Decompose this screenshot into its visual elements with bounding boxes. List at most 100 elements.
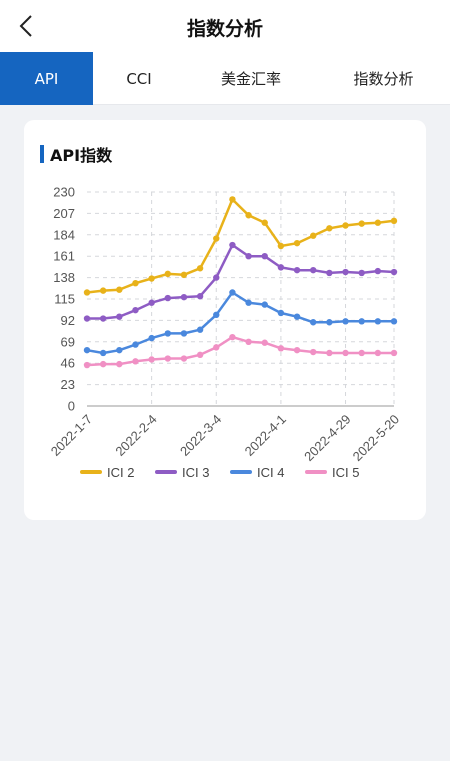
data-point [229,289,236,296]
data-point [326,269,333,277]
data-point [277,242,285,250]
data-point [164,355,171,362]
data-point [390,318,398,325]
data-point [326,349,333,357]
y-tick-label: 115 [54,292,75,307]
data-point [342,268,349,276]
y-tick-label: 92 [61,313,75,328]
data-point [213,311,220,319]
data-point [83,289,91,296]
tab-index-analysis[interactable]: 指数分析 [353,70,414,88]
data-point [374,219,382,226]
data-point [277,345,285,352]
data-point [342,349,349,357]
data-point [374,267,382,275]
data-point [132,341,139,348]
data-point [148,334,155,342]
data-point [180,293,188,301]
data-point [390,349,398,357]
tab-api[interactable]: API [0,52,93,105]
data-point [245,338,252,345]
y-tick-label: 0 [68,399,75,414]
x-tick-label: 2022-5-20 [350,412,403,465]
data-point [293,239,301,247]
data-point [358,220,365,227]
data-point [229,241,236,249]
data-point [164,270,171,278]
data-point [83,346,91,354]
data-point [83,361,91,369]
y-tick-label: 161 [53,249,75,264]
data-point [358,349,365,357]
data-point [261,219,268,226]
legend-label: ICI 2 [107,465,134,480]
data-point [213,274,220,281]
legend-label: ICI 5 [332,465,359,480]
data-point [277,309,285,317]
chevron-left-icon [19,15,32,37]
data-point [245,253,252,260]
data-point [277,264,285,271]
data-point [164,330,171,337]
data-point [293,313,301,320]
data-point [245,299,252,306]
x-tick-label: 2022-4-29 [301,412,354,465]
data-point [342,318,349,325]
data-point [293,266,301,274]
data-point [164,294,171,302]
y-tick-label: 230 [53,185,75,200]
data-point [293,346,301,354]
data-point [116,346,123,354]
data-point [116,286,123,293]
y-tick-label: 184 [53,227,75,242]
tab-bar: API CCI 美金汇率 指数分析 [0,52,450,105]
data-point [116,360,123,368]
data-point [196,265,204,272]
data-point [261,253,268,260]
data-point [310,232,317,239]
card-header: API指数 [40,144,113,165]
y-tick-label: 138 [53,270,75,285]
x-tick-label: 2022-3-4 [177,412,224,459]
x-tick-label: 2022-1-7 [48,412,95,459]
data-point [229,333,236,341]
data-point [358,269,365,277]
data-point [196,351,204,359]
data-point [132,306,139,314]
top-bar: 指数分析 [0,0,450,52]
tab-cci[interactable]: CCI [126,69,152,88]
data-point [326,225,333,232]
data-point [374,318,382,325]
title-accent-bar [40,145,44,163]
tab-usd-exchange-rate[interactable]: 美金汇率 [220,70,281,88]
data-point [116,313,123,320]
y-tick-label: 46 [61,356,75,371]
data-point [310,266,317,274]
legend-label: ICI 4 [257,465,284,480]
data-point [148,275,155,282]
y-tick-label: 23 [61,377,75,392]
data-point [180,330,188,337]
legend-label: ICI 3 [182,465,209,480]
y-tick-label: 207 [53,206,75,221]
x-tick-label: 2022-2-4 [112,412,159,459]
data-point [196,326,204,333]
data-point [229,196,236,203]
data-point [180,355,188,362]
back-button[interactable] [8,8,44,44]
page-title: 指数分析 [186,18,263,40]
data-point [99,315,107,322]
data-point [261,339,268,346]
data-point [99,287,107,294]
data-point [261,301,268,308]
data-point [99,360,107,368]
data-point [342,222,349,229]
data-point [310,319,317,326]
data-point [132,358,139,365]
data-point [99,349,107,357]
data-point [390,217,398,225]
data-point [196,293,204,300]
data-point [390,268,398,276]
card-title: API指数 [50,146,113,165]
